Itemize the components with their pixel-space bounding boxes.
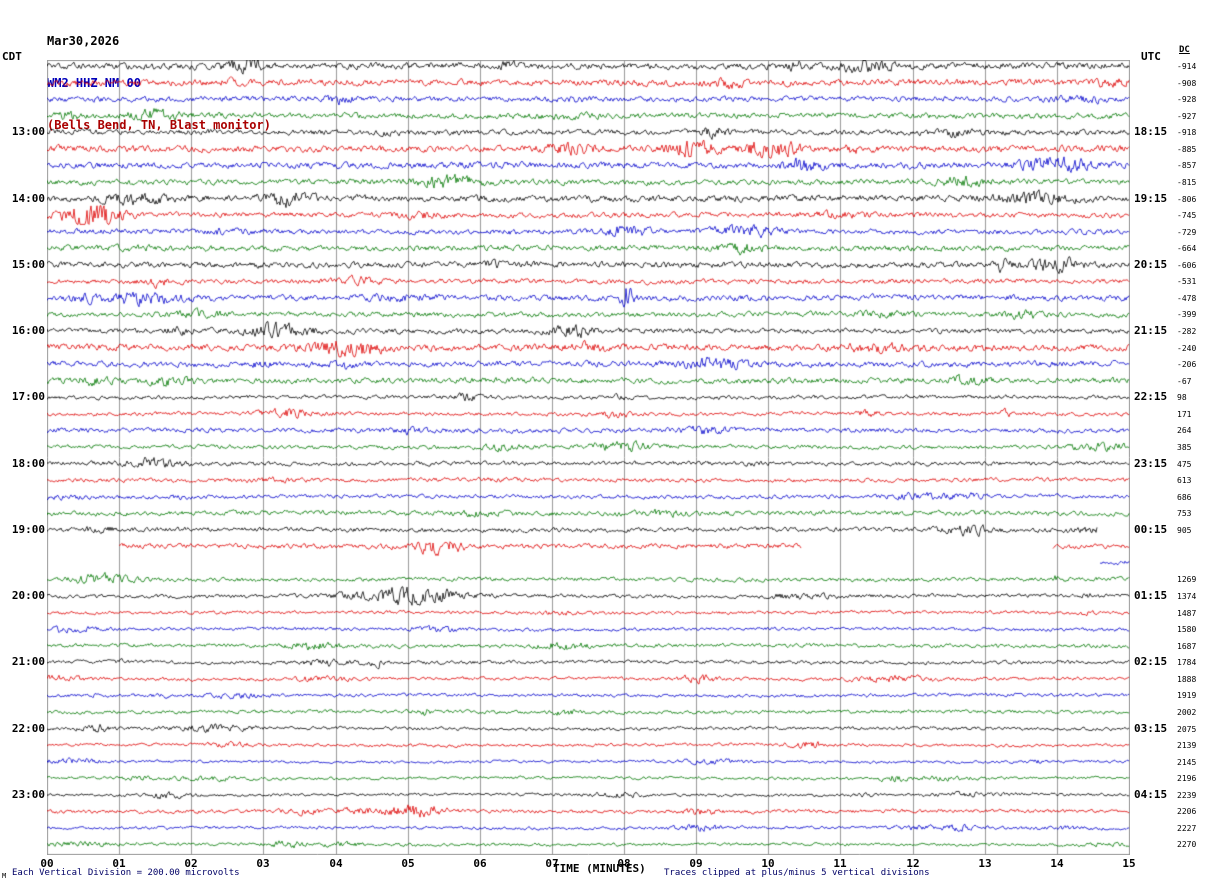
- minute-tick-label: 11: [833, 857, 847, 870]
- dc-offset-value: -908: [1177, 78, 1197, 88]
- utc-hour-label: 04:15: [1134, 787, 1168, 801]
- dc-offset-value: 171: [1177, 409, 1192, 419]
- dc-offset-value: 1487: [1177, 608, 1197, 618]
- utc-hour-label: 20:15: [1134, 257, 1168, 271]
- minute-tick-label: 09: [689, 857, 703, 870]
- dc-offset-value: 2145: [1177, 757, 1197, 767]
- dc-offset-value: 1374: [1177, 592, 1197, 601]
- dc-offset-value: -927: [1177, 111, 1197, 121]
- minute-tick-label: 13: [978, 857, 992, 870]
- dc-offset-value: 753: [1177, 509, 1192, 519]
- dc-offset-value: -664: [1177, 244, 1197, 254]
- cdt-hour-label: 20:00: [11, 589, 45, 602]
- minute-tick-label: 10: [761, 857, 775, 870]
- dc-offset-value: 905: [1177, 525, 1192, 535]
- corner-mark: M: [2, 872, 7, 880]
- cdt-hour-label: 23:00: [11, 787, 45, 801]
- minute-tick-label: 12: [906, 857, 920, 870]
- dc-offset-value: 2075: [1177, 724, 1197, 734]
- cdt-hour-label: 22:00: [11, 721, 45, 735]
- utc-hour-label: 22:15: [1134, 390, 1168, 404]
- utc-hour-label: 23:15: [1134, 456, 1168, 470]
- minute-tick-label: 15: [1122, 857, 1136, 870]
- cdt-hour-label: 19:00: [11, 522, 45, 536]
- dc-offset-value: -815: [1177, 177, 1197, 187]
- dc-offset-value: -729: [1177, 227, 1197, 237]
- dc-offset-value: 1580: [1177, 625, 1197, 635]
- dc-offset-value: 1888: [1177, 674, 1197, 684]
- cdt-hour-label: 21:00: [11, 655, 45, 669]
- minute-tick-label: 03: [256, 857, 270, 870]
- date-title: Mar30,2026: [47, 34, 120, 48]
- dc-offset-value: 264: [1177, 426, 1192, 436]
- dc-offset-value: 2002: [1177, 707, 1197, 717]
- utc-hour-label: 18:15: [1134, 125, 1168, 139]
- dc-offset-value: -806: [1177, 194, 1197, 204]
- dc-offset-value: -857: [1177, 161, 1197, 171]
- dc-offset-value: 1269: [1177, 575, 1197, 585]
- minute-tick-label: 08: [617, 857, 631, 870]
- utc-hour-label: 21:15: [1134, 324, 1168, 337]
- dc-offset-value: -531: [1177, 277, 1197, 287]
- minute-tick-label: 05: [401, 857, 415, 870]
- dc-offset-value: -399: [1177, 310, 1197, 320]
- x-axis-title: TIME (MINUTES): [553, 862, 646, 875]
- dc-offset-value: 475: [1177, 459, 1192, 469]
- dc-offset-value: -240: [1177, 343, 1197, 353]
- minute-tick-label: 04: [329, 857, 343, 870]
- minute-tick-label: 06: [473, 857, 487, 870]
- dc-offset-value: 2206: [1177, 807, 1197, 817]
- dc-column-header: DC: [1179, 45, 1190, 55]
- utc-hour-label: 02:15: [1134, 655, 1168, 669]
- dc-offset-value: -918: [1177, 128, 1197, 138]
- dc-offset-value: -928: [1177, 95, 1197, 105]
- seismogram-canvas: [47, 60, 1130, 855]
- clip-note: Traces clipped at plus/minus 5 vertical …: [664, 868, 930, 878]
- minute-tick-label: 01: [112, 857, 126, 870]
- minute-tick-label: 14: [1050, 857, 1064, 870]
- dc-offset-value: 2139: [1177, 741, 1197, 751]
- dc-offset-value: 385: [1177, 442, 1192, 452]
- dc-offset-value: 2196: [1177, 774, 1197, 784]
- cdt-hour-label: 14:00: [11, 191, 45, 205]
- dc-offset-value: 686: [1177, 492, 1192, 502]
- dc-offset-value: 613: [1177, 476, 1192, 486]
- cdt-hour-label: 18:00: [11, 456, 45, 470]
- dc-offset-value: 2270: [1177, 840, 1197, 850]
- minute-tick-label: 02: [184, 857, 198, 870]
- dc-offset-value: -282: [1177, 327, 1197, 336]
- cdt-hour-label: 13:00: [11, 125, 45, 139]
- dc-offset-value: -745: [1177, 211, 1197, 221]
- dc-offset-value: 98: [1177, 393, 1187, 403]
- dc-offset-value: -67: [1177, 376, 1192, 386]
- cdt-hour-label: 16:00: [11, 324, 45, 337]
- utc-hour-label: 01:15: [1134, 589, 1168, 602]
- dc-offset-value: 2227: [1177, 823, 1197, 833]
- utc-hour-label: 19:15: [1134, 191, 1168, 205]
- cdt-hour-label: 17:00: [11, 390, 45, 404]
- left-timezone-label: CDT: [2, 50, 22, 63]
- dc-offset-value: -478: [1177, 293, 1197, 303]
- utc-hour-label: 00:15: [1134, 522, 1168, 536]
- dc-offset-value: 1919: [1177, 691, 1197, 701]
- dc-offset-value: 1784: [1177, 658, 1197, 668]
- dc-offset-value: -914: [1177, 62, 1197, 71]
- cdt-hour-label: 15:00: [11, 257, 45, 271]
- dc-offset-value: -206: [1177, 360, 1197, 370]
- right-timezone-label: UTC: [1141, 50, 1161, 63]
- minute-tick-label: 00: [40, 857, 54, 870]
- utc-hour-label: 03:15: [1134, 721, 1168, 735]
- dc-offset-value: -606: [1177, 260, 1197, 270]
- dc-offset-value: 1687: [1177, 641, 1197, 651]
- scale-note: Each Vertical Division = 200.00 microvol…: [12, 868, 240, 878]
- minute-tick-label: 07: [545, 857, 559, 870]
- dc-offset-value: -885: [1177, 144, 1197, 154]
- dc-offset-value: 2239: [1177, 790, 1197, 800]
